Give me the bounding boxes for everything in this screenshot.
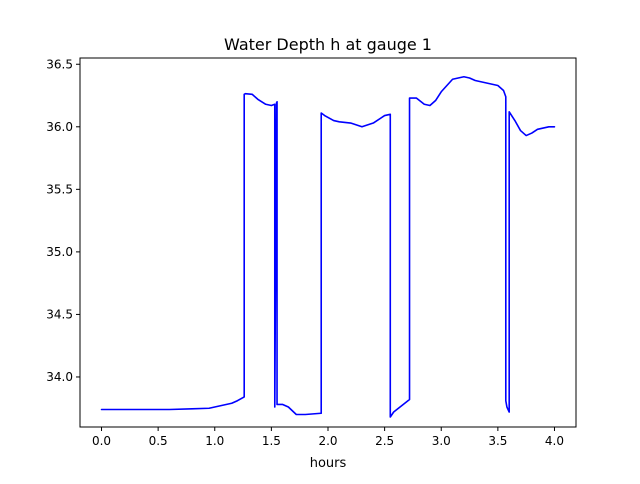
x-tick-label: 3.5 <box>488 434 507 448</box>
series-line-1 <box>100 75 556 418</box>
x-tick-label: 2.5 <box>375 434 394 448</box>
x-tick-label: 0.0 <box>92 434 111 448</box>
x-tick-label: 1.5 <box>262 434 281 448</box>
plot-area <box>100 75 556 418</box>
y-tick-label: 36.5 <box>46 57 73 71</box>
x-tick-label: 1.0 <box>205 434 224 448</box>
y-tick-label: 35.5 <box>46 182 73 196</box>
x-tick-label: 4.0 <box>545 434 564 448</box>
x-tick-label: 0.5 <box>149 434 168 448</box>
y-tick-label: 35.0 <box>46 245 73 259</box>
y-tick-label: 34.5 <box>46 307 73 321</box>
y-tick-label: 36.0 <box>46 120 73 134</box>
x-axis-label: hours <box>310 456 347 471</box>
y-tick-label: 34.0 <box>46 370 73 384</box>
x-tick-label: 3.0 <box>432 434 451 448</box>
axes: 0.0 0.5 1.0 1.5 2.0 2.5 3.0 3.5 4.0 34.0 34.5 35.0 3… <box>46 57 577 448</box>
chart-title: Water Depth h at gauge 1 <box>224 35 432 54</box>
x-tick-label: 2.0 <box>318 434 337 448</box>
